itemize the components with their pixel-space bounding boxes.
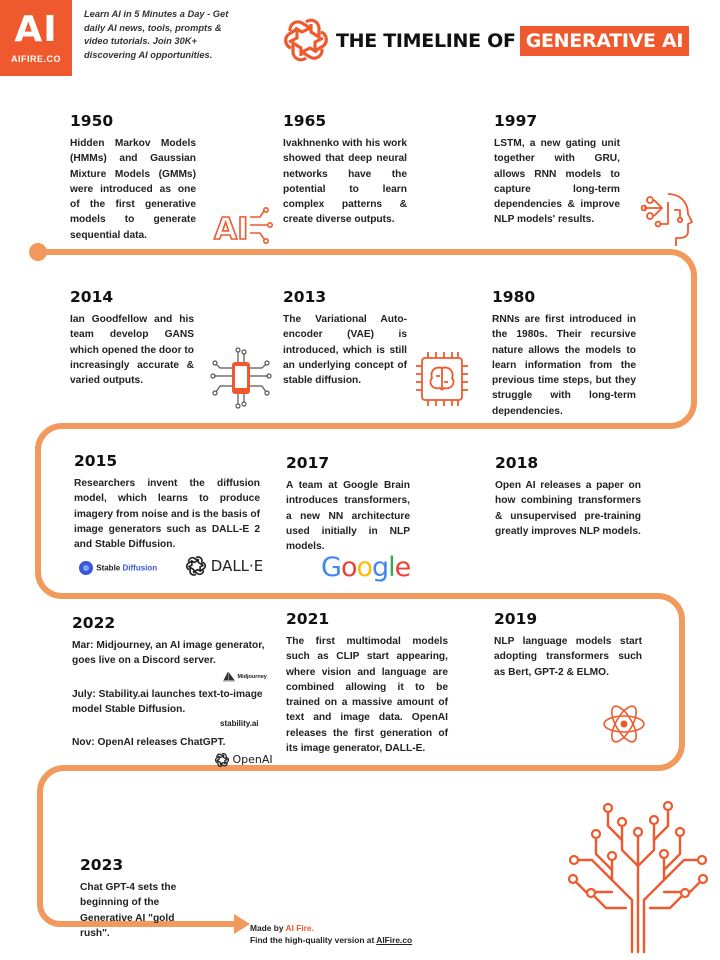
dalle-word: DALL·E bbox=[210, 557, 264, 575]
entry-2013: 2013 The Variational Auto-encoder (VAE) … bbox=[283, 288, 407, 388]
year-label: 1950 bbox=[70, 112, 114, 130]
entry-2018: 2018 Open AI releases a paper on how com… bbox=[495, 454, 641, 539]
year-label: 2017 bbox=[286, 454, 330, 472]
stable-diffusion-logo: Stable Diffusion bbox=[78, 560, 157, 576]
openai-brand-logo: OpenAI bbox=[214, 752, 415, 768]
event-stability: July: Stability.ai launches text-to-imag… bbox=[72, 688, 263, 715]
year-label: 1980 bbox=[492, 288, 536, 306]
event-chatgpt: Nov: OpenAI releases ChatGPT. bbox=[72, 737, 226, 749]
diffusion-word: Diffusion bbox=[122, 563, 158, 573]
year-label: 1965 bbox=[283, 112, 327, 130]
made-by-label: Made by bbox=[250, 923, 284, 933]
sailboat-icon bbox=[223, 671, 235, 681]
google-letter: o bbox=[340, 552, 358, 583]
entry-text: Researchers invent the diffusion model, … bbox=[74, 478, 260, 551]
year-label: 1997 bbox=[494, 112, 538, 130]
hq-link[interactable]: AIFire.co bbox=[376, 935, 413, 945]
entry-text: A team at Google Brain introduces transf… bbox=[286, 480, 410, 553]
entry-2023: 2023 Chat GPT-4 sets the beginning of th… bbox=[80, 856, 206, 941]
phone-circuit-icon bbox=[210, 346, 272, 412]
entry-1997: 1997 LSTM, a new gating unit together wi… bbox=[494, 112, 620, 228]
year-label: 2014 bbox=[70, 288, 114, 306]
entry-text: Chat GPT-4 sets the beginning of the Gen… bbox=[80, 882, 177, 939]
openai-word: OpenAI bbox=[232, 753, 273, 767]
google-letter: l bbox=[388, 552, 395, 583]
timeline-end-arrow bbox=[234, 914, 250, 934]
year-label: 2019 bbox=[494, 610, 538, 628]
ai-circuit-icon: AI bbox=[212, 205, 274, 248]
entry-text: Ivakhnenko with his work showed that dee… bbox=[283, 138, 407, 226]
google-letter: g bbox=[372, 552, 389, 583]
logo-mark: AI bbox=[14, 9, 58, 50]
openai-logo-icon bbox=[284, 18, 328, 62]
footer: Made by AI Fire. Find the high-quality v… bbox=[250, 922, 412, 946]
google-letter: o bbox=[356, 552, 373, 583]
footer-made-by: Made by AI Fire. bbox=[250, 922, 412, 934]
openai-tiny-icon bbox=[214, 753, 230, 768]
stability-logo: stability.ai bbox=[220, 719, 259, 729]
entry-2022: 2022 Mar: Midjourney, an AI image genera… bbox=[72, 614, 273, 768]
entry-text: Open AI releases a paper on how combinin… bbox=[495, 480, 641, 537]
dalle-logo: DALL·E bbox=[185, 556, 264, 576]
year-label: 2023 bbox=[80, 856, 124, 874]
stable-diffusion-icon bbox=[79, 561, 93, 575]
entry-1950: 1950 Hidden Markov Models (HMMs) and Gau… bbox=[70, 112, 196, 243]
brain-chip-icon bbox=[412, 348, 472, 410]
google-logo: Google bbox=[321, 552, 412, 583]
year-label: 2015 bbox=[74, 452, 118, 470]
title-plain: THE TIMELINE OF bbox=[336, 30, 516, 52]
stable-word: Stable bbox=[96, 563, 121, 573]
google-letter: G bbox=[321, 552, 342, 583]
logo-site: AIFIRE.CO bbox=[10, 54, 61, 64]
page-title: THE TIMELINE OF GENERATIVE AI bbox=[336, 26, 690, 56]
circuit-tree-icon bbox=[566, 796, 712, 954]
openai-small-icon bbox=[185, 556, 207, 576]
title-accent: GENERATIVE AI bbox=[519, 26, 690, 56]
year-label: 2021 bbox=[286, 610, 330, 628]
entry-1980: 1980 RNNs are first introduced in the 19… bbox=[492, 288, 636, 419]
entry-text: NLP language models start adopting trans… bbox=[494, 636, 642, 678]
google-letter: e bbox=[394, 552, 412, 583]
entry-1965: 1965 Ivakhnenko with his work showed tha… bbox=[283, 112, 407, 228]
entry-2021: 2021 The first multimodal models such as… bbox=[286, 610, 448, 756]
event-midjourney: Mar: Midjourney, an AI image generator, … bbox=[72, 640, 265, 667]
entry-text: The Variational Auto-encoder (VAE) is in… bbox=[283, 314, 407, 387]
hq-text: Find the high-quality version at bbox=[250, 935, 375, 945]
entry-2015: 2015 Researchers invent the diffusion mo… bbox=[74, 452, 260, 552]
entry-2017: 2017 A team at Google Brain introduces t… bbox=[286, 454, 410, 554]
midjourney-word: Midjourney bbox=[237, 673, 267, 680]
entry-text: LSTM, a new gating unit together with GR… bbox=[494, 138, 620, 226]
entry-text: The first multimodal models such as CLIP… bbox=[286, 636, 448, 755]
svg-text:AI: AI bbox=[214, 212, 248, 247]
tagline: Learn AI in 5 Minutes a Day - Get daily … bbox=[84, 9, 229, 60]
year-label: 2013 bbox=[283, 288, 327, 306]
entry-text: Ian Goodfellow and his team develop GANS… bbox=[70, 314, 194, 387]
year-label: 2018 bbox=[495, 454, 539, 472]
year-label: 2022 bbox=[72, 614, 116, 632]
entry-2019: 2019 NLP language models start adopting … bbox=[494, 610, 642, 680]
entry-2014: 2014 Ian Goodfellow and his team develop… bbox=[70, 288, 194, 388]
robot-head-icon bbox=[640, 190, 696, 250]
entry-text: Hidden Markov Models (HMMs) and Gaussian… bbox=[70, 138, 196, 241]
aifire-logo[interactable]: AI AIFIRE.CO bbox=[0, 0, 72, 76]
made-by-brand[interactable]: AI Fire. bbox=[285, 923, 314, 933]
entry-text: RNNs are first introduced in the 1980s. … bbox=[492, 314, 636, 417]
atom-icon bbox=[600, 700, 648, 748]
header-bar: AI AIFIRE.CO Learn AI in 5 Minutes a Day… bbox=[0, 0, 720, 92]
footer-hq: Find the high-quality version at AIFire.… bbox=[250, 934, 412, 946]
timeline-start-dot bbox=[29, 243, 47, 261]
midjourney-logo: Midjourney bbox=[222, 670, 422, 684]
